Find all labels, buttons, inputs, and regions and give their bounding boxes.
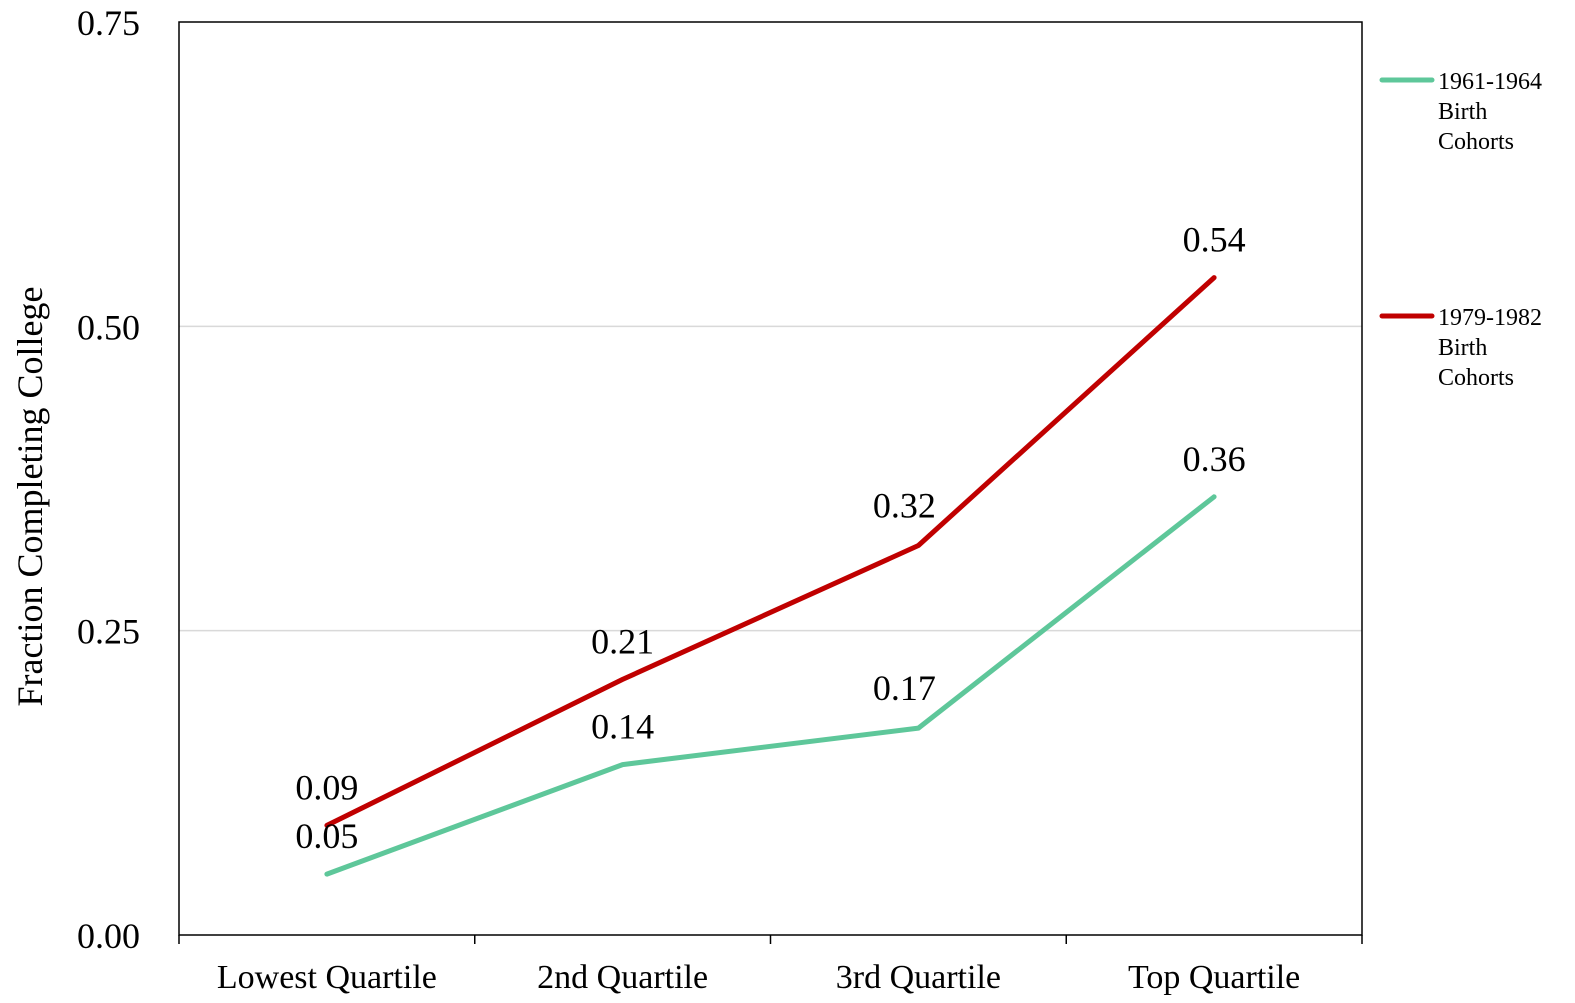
data-label: 0.36	[1183, 439, 1246, 479]
y-axis-title: Fraction Completing College	[10, 287, 50, 707]
x-axis-category-labels: Lowest Quartile 2nd Quartile 3rd Quartile T…	[217, 959, 1300, 996]
legend-label: 1961-1964	[1438, 69, 1542, 95]
data-label: 0.14	[591, 707, 654, 747]
legend-item-2: 1979-1982 Birth Cohorts	[1379, 305, 1542, 391]
series-line-1	[324, 494, 1217, 877]
x-axis-ticks	[178, 935, 1363, 944]
data-label: 0.09	[295, 767, 358, 807]
y-axis-tick-labels: 0.00 0.25 0.50 0.75	[77, 3, 140, 956]
legend-label: Cohorts	[1438, 365, 1514, 391]
series-line-2	[324, 275, 1217, 828]
y-tick-label: 0.00	[77, 916, 140, 956]
x-tick-label: Top Quartile	[1128, 959, 1300, 996]
legend-item-1: 1961-1964 Birth Cohorts	[1379, 69, 1542, 155]
data-labels: 0.05 0.14 0.17 0.36 0.09 0.21 0.32 0.54	[295, 220, 1245, 856]
y-tick-label: 0.25	[77, 612, 140, 652]
series-lines	[324, 275, 1217, 877]
data-label: 0.54	[1183, 220, 1246, 260]
legend-label: 1979-1982	[1438, 305, 1542, 331]
legend-label: Birth	[1438, 99, 1487, 125]
y-tick-label: 0.50	[77, 307, 140, 347]
x-tick-label: Lowest Quartile	[217, 959, 437, 996]
y-tick-label: 0.75	[77, 3, 140, 43]
data-label: 0.32	[873, 485, 936, 525]
gridlines	[179, 325, 1362, 632]
x-tick-label: 3rd Quartile	[836, 959, 1001, 996]
legend-label: Cohorts	[1438, 129, 1514, 155]
x-tick-label: 2nd Quartile	[537, 959, 708, 996]
legend: 1961-1964 Birth Cohorts 1979-1982 Birth Cohor…	[1379, 69, 1542, 391]
data-label: 0.17	[873, 668, 936, 708]
legend-label: Birth	[1438, 335, 1487, 361]
data-label: 0.05	[295, 816, 358, 856]
data-label: 0.21	[591, 621, 654, 661]
